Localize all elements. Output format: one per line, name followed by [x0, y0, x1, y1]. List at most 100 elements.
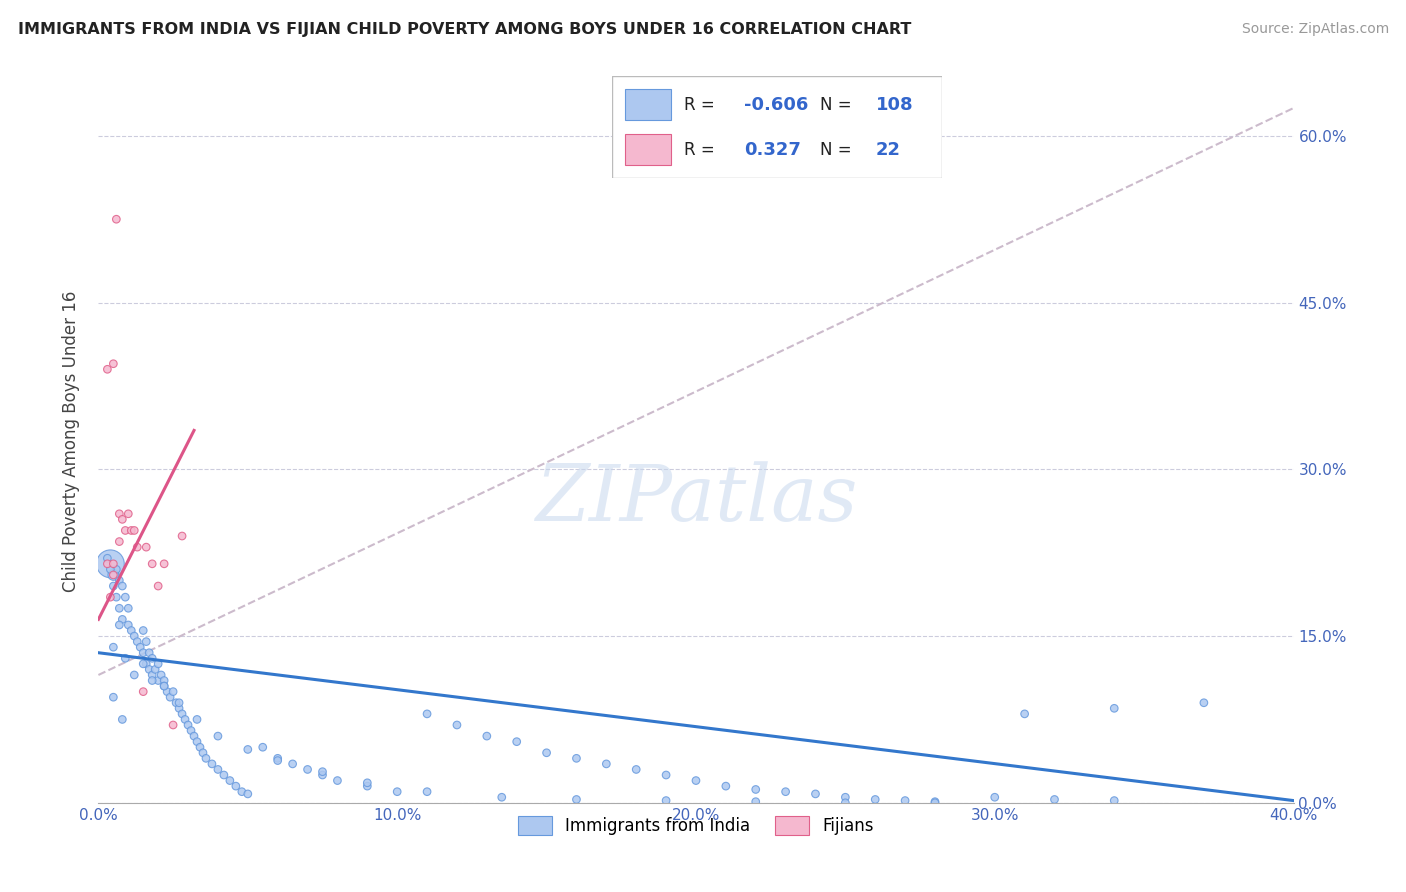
Point — [1043, 792, 1066, 806]
Point — [153, 673, 176, 688]
Point — [212, 768, 235, 782]
Point — [103, 690, 125, 705]
Text: 22: 22 — [876, 141, 901, 159]
Point — [655, 768, 678, 782]
Point — [626, 763, 648, 777]
Text: N =: N = — [820, 141, 862, 159]
Point — [219, 773, 242, 788]
Point — [167, 701, 190, 715]
Point — [135, 657, 157, 671]
Point — [894, 794, 917, 808]
Point — [138, 646, 160, 660]
Point — [135, 540, 157, 554]
Point — [108, 601, 131, 615]
Point — [103, 357, 125, 371]
Point — [96, 557, 118, 571]
Point — [180, 723, 202, 738]
Point — [150, 668, 173, 682]
Text: -0.606: -0.606 — [744, 95, 808, 113]
Point — [186, 713, 208, 727]
Point — [188, 740, 211, 755]
Point — [924, 796, 946, 810]
Point — [297, 763, 319, 777]
Point — [745, 782, 768, 797]
Point — [132, 646, 155, 660]
Point — [475, 729, 498, 743]
Text: 0.327: 0.327 — [744, 141, 800, 159]
Point — [135, 634, 157, 648]
Point — [225, 779, 247, 793]
Point — [127, 540, 149, 554]
Point — [311, 768, 333, 782]
Point — [714, 779, 737, 793]
Point — [311, 764, 333, 779]
Point — [132, 657, 155, 671]
Point — [111, 713, 134, 727]
Point — [162, 684, 184, 698]
Point — [127, 634, 149, 648]
Point — [172, 529, 194, 543]
Point — [111, 512, 134, 526]
Point — [1104, 794, 1126, 808]
Point — [124, 524, 146, 538]
Point — [98, 557, 122, 571]
Point — [281, 756, 304, 771]
Text: R =: R = — [685, 141, 725, 159]
Point — [129, 640, 152, 655]
Point — [165, 696, 187, 710]
Point — [177, 718, 200, 732]
Point — [356, 776, 378, 790]
Point — [267, 754, 290, 768]
Point — [834, 796, 856, 810]
Point — [326, 773, 349, 788]
Point — [191, 746, 214, 760]
Point — [834, 790, 856, 805]
Point — [167, 696, 190, 710]
Point — [111, 579, 134, 593]
Point — [446, 718, 468, 732]
Point — [745, 795, 768, 809]
Point — [565, 751, 588, 765]
Legend: Immigrants from India, Fijians: Immigrants from India, Fijians — [505, 803, 887, 848]
Point — [1192, 696, 1215, 710]
Point — [416, 706, 439, 721]
Point — [506, 734, 529, 748]
Bar — [624, 135, 671, 165]
Point — [114, 590, 136, 604]
Point — [98, 562, 122, 576]
Point — [148, 673, 170, 688]
Point — [655, 794, 678, 808]
Point — [685, 773, 707, 788]
Point — [108, 618, 131, 632]
Point — [141, 557, 163, 571]
Point — [565, 792, 588, 806]
Point — [117, 618, 139, 632]
Point — [108, 574, 131, 588]
Point — [141, 673, 163, 688]
Point — [105, 590, 128, 604]
Point — [103, 557, 125, 571]
Point — [201, 756, 224, 771]
Point — [96, 362, 118, 376]
Point — [114, 524, 136, 538]
Point — [124, 668, 146, 682]
Point — [103, 568, 125, 582]
Point — [491, 790, 513, 805]
Text: N =: N = — [820, 95, 856, 113]
Point — [1014, 706, 1036, 721]
Point — [186, 734, 208, 748]
Point — [984, 790, 1007, 805]
Point — [236, 787, 259, 801]
Point — [595, 756, 617, 771]
Point — [138, 662, 160, 676]
Point — [231, 785, 253, 799]
Point — [172, 706, 194, 721]
Point — [108, 507, 131, 521]
Point — [183, 729, 205, 743]
Point — [105, 562, 128, 576]
Text: R =: R = — [685, 95, 720, 113]
Point — [236, 742, 259, 756]
Point — [153, 679, 176, 693]
Point — [105, 212, 128, 227]
Point — [865, 792, 887, 806]
